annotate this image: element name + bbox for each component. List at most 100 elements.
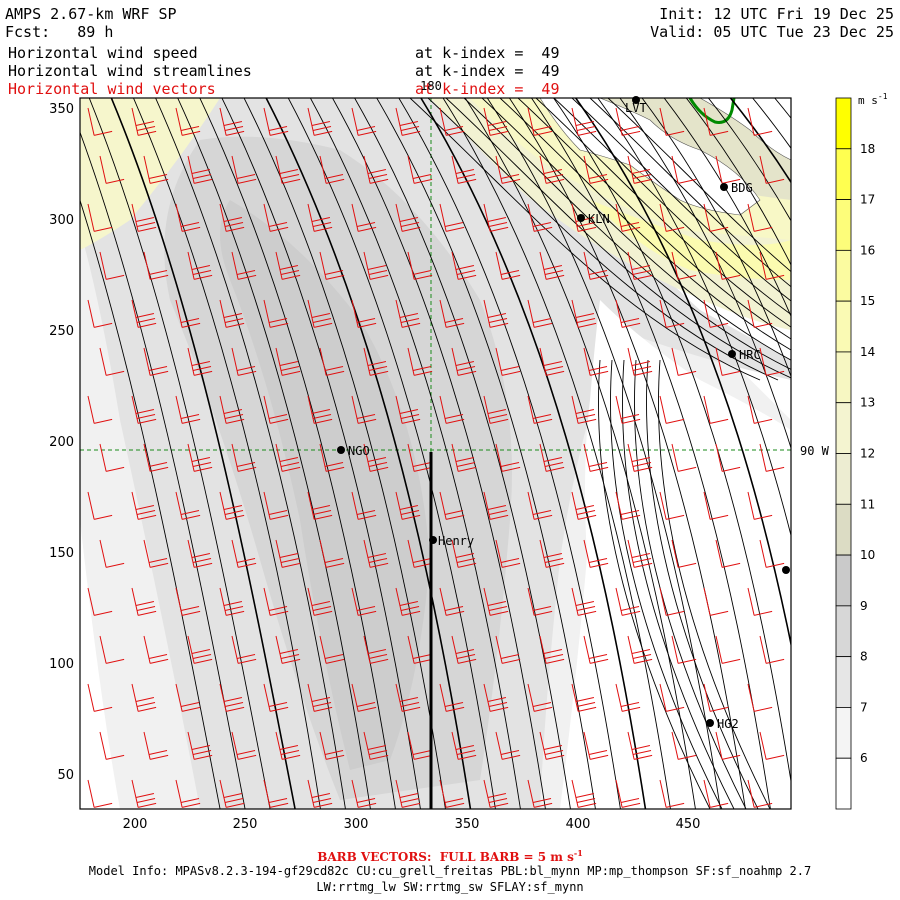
wind-barb — [351, 683, 377, 712]
wind-barb — [715, 731, 741, 760]
wind-barb — [659, 107, 685, 136]
colorbar-box — [835, 503, 852, 556]
wind-barb — [571, 779, 597, 808]
wind-barb — [395, 779, 421, 808]
wind-barb — [87, 779, 113, 808]
wind-barb — [263, 683, 289, 712]
wind-barb — [187, 539, 213, 568]
x-tick-400: 400 — [566, 817, 591, 832]
colorbar: 6 7 8 9 10 11 12 13 14 15 16 17 18 — [835, 97, 875, 810]
field-level-speed: at k-index = 49 — [415, 44, 560, 62]
wind-barb — [363, 731, 389, 760]
streamline — [597, 98, 791, 538]
colorbar-label: 18 — [860, 142, 875, 156]
wind-barb — [583, 251, 609, 280]
streamline — [598, 359, 711, 809]
field-level-streamlines: at k-index = 49 — [415, 62, 560, 80]
wind-barb — [659, 203, 685, 232]
wind-barb — [627, 635, 653, 664]
wind-barb — [175, 395, 201, 424]
streamline — [110, 98, 296, 809]
wind-barb — [407, 635, 433, 664]
wind-barb — [715, 155, 741, 184]
wind-barb — [231, 443, 257, 472]
wind-barb — [747, 779, 773, 808]
wind-barb — [187, 731, 213, 760]
wind-barb — [527, 683, 553, 712]
wind-barb — [747, 203, 773, 232]
wind-barb — [495, 443, 521, 472]
wind-barb — [143, 731, 169, 760]
wind-barb — [703, 395, 729, 424]
streamline — [641, 98, 791, 378]
wind-barb — [747, 299, 773, 328]
wind-barb — [319, 155, 345, 184]
wind-barb — [527, 203, 553, 232]
colorbar-box — [835, 249, 852, 302]
wind-barb — [583, 443, 609, 472]
streamline — [354, 98, 571, 809]
streamline — [419, 98, 647, 809]
wind-barb — [747, 491, 773, 520]
wind-barb — [483, 395, 509, 424]
wind-barb — [483, 587, 509, 616]
wind-barb — [627, 251, 653, 280]
streamline — [486, 98, 721, 809]
streamline — [199, 98, 396, 809]
streamline — [499, 98, 791, 351]
y-tick-50: 50 — [57, 768, 74, 783]
wind-barb — [263, 299, 289, 328]
colorbar-label: 11 — [860, 497, 875, 511]
wind-barb — [319, 347, 345, 376]
wind-barb — [143, 443, 169, 472]
wind-barb — [307, 203, 333, 232]
wind-barb — [583, 731, 609, 760]
colorbar-label: 9 — [860, 599, 868, 613]
streamline — [80, 198, 221, 809]
wind-speed-shading — [80, 98, 791, 809]
streamline — [376, 98, 596, 809]
wind-barb — [571, 491, 597, 520]
wind-barb — [175, 587, 201, 616]
streamline — [331, 98, 546, 809]
physics-info: LW:rrtmg_lw SW:rrtmg_sw SFLAY:sf_mynn — [316, 880, 584, 894]
station-label-ngo: NGO — [348, 444, 370, 458]
stations: LVT BDG KLN HRC NGO Henry HG2 — [337, 96, 790, 731]
colorbar-label: 17 — [860, 193, 875, 207]
wind-barb — [175, 779, 201, 808]
station-label-kln: KLN — [588, 212, 610, 226]
wind-barb — [571, 299, 597, 328]
wind-barb — [615, 203, 641, 232]
x-tick-250: 250 — [233, 817, 258, 832]
x-tick-300: 300 — [344, 817, 369, 832]
wind-barb — [307, 395, 333, 424]
wind-barb — [571, 683, 597, 712]
parallel-label: 90 W — [800, 444, 830, 458]
forecast-hour: Fcst: 89 h — [5, 23, 114, 41]
colorbar-label: 14 — [860, 345, 875, 359]
wind-barb — [583, 635, 609, 664]
wind-barb — [539, 155, 565, 184]
wind-barb — [615, 491, 641, 520]
wind-barb — [231, 635, 257, 664]
wind-barb — [747, 587, 773, 616]
wind-barb — [275, 635, 301, 664]
wind-barb — [319, 251, 345, 280]
wind-barb — [495, 155, 521, 184]
wind-barb — [395, 491, 421, 520]
wind-barb — [615, 395, 641, 424]
wind-barb — [659, 299, 685, 328]
wind-barb — [99, 251, 125, 280]
x-tick-350: 350 — [455, 817, 480, 832]
wind-barb — [263, 779, 289, 808]
wind-barb — [131, 299, 157, 328]
wind-barb — [219, 299, 245, 328]
wind-barb — [615, 683, 641, 712]
colorbar-label: 13 — [860, 396, 875, 410]
wind-barb — [703, 683, 729, 712]
wind-barb — [131, 779, 157, 808]
wind-barb — [99, 635, 125, 664]
wind-barb — [175, 203, 201, 232]
wind-barb — [319, 635, 345, 664]
wind-barb — [231, 731, 257, 760]
